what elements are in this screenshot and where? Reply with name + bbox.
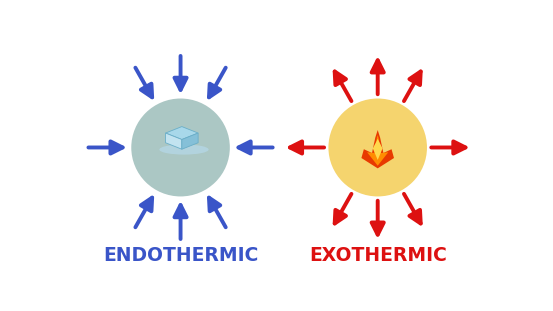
Polygon shape (373, 139, 383, 160)
Ellipse shape (328, 99, 427, 197)
Polygon shape (165, 133, 182, 149)
Polygon shape (362, 130, 394, 168)
Ellipse shape (159, 145, 208, 155)
Polygon shape (367, 135, 388, 166)
Ellipse shape (131, 99, 230, 197)
Text: EXOTHERMIC: EXOTHERMIC (309, 246, 447, 265)
Polygon shape (182, 133, 198, 149)
Text: ENDOTHERMIC: ENDOTHERMIC (103, 246, 258, 265)
Polygon shape (165, 127, 198, 140)
